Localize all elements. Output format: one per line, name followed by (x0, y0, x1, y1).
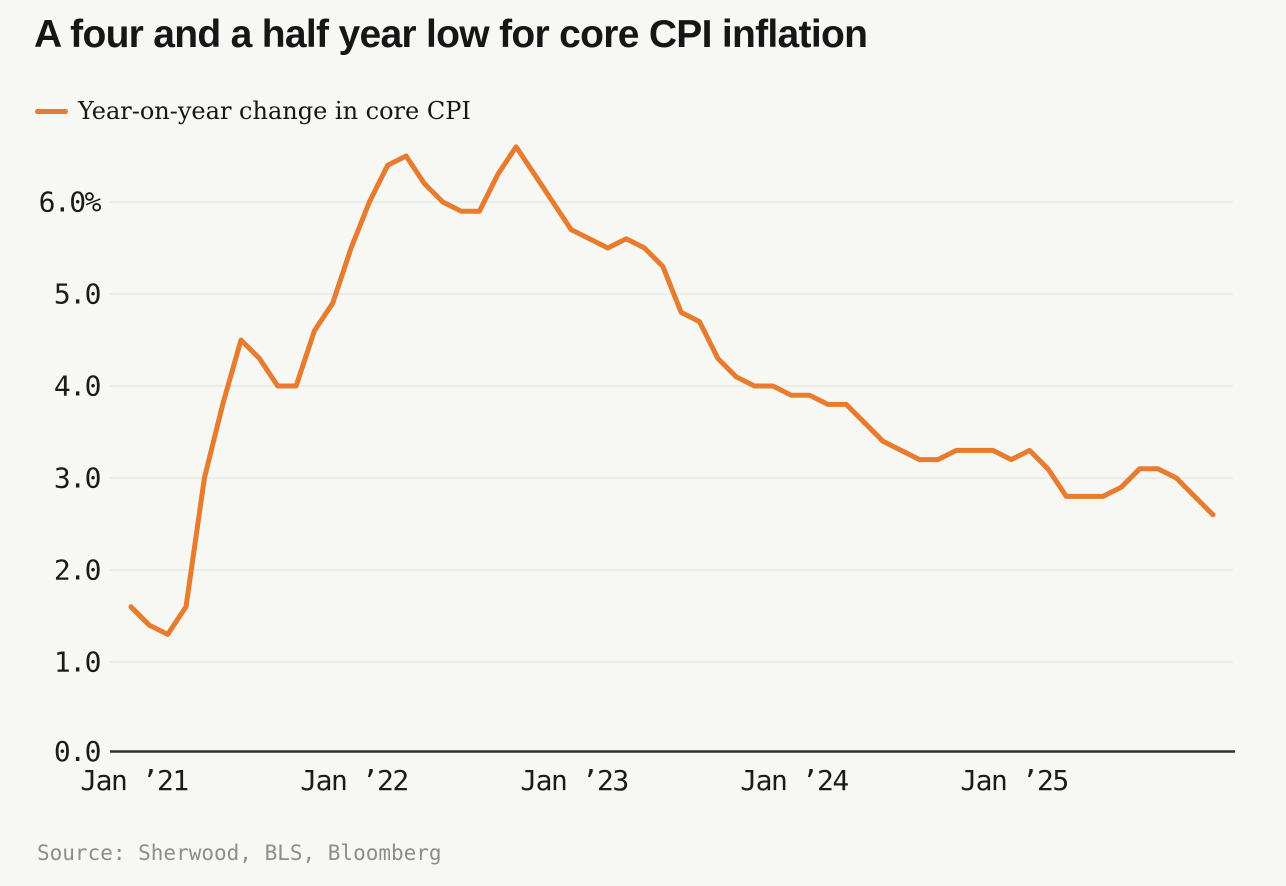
cpi-line (128, 144, 1216, 637)
source-credit: Source: Sherwood, BLS, Bloomberg (37, 841, 442, 865)
y-axis-label: 3.0 (54, 462, 101, 495)
chart-title: A four and a half year low for core CPI … (34, 13, 868, 56)
legend-swatch-line (35, 108, 68, 114)
x-axis-label: Jan ’22 (300, 764, 408, 797)
x-axis-label: Jan ’21 (80, 764, 188, 797)
x-axis-label: Jan ’24 (740, 764, 848, 797)
y-axis-label: 0.0 (54, 735, 101, 768)
y-axis-label: 2.0 (54, 554, 101, 587)
legend-label: Year-on-year change in core CPI (78, 97, 471, 125)
legend: Year-on-year change in core CPI (35, 94, 471, 128)
y-axis-label: 6.0% (39, 186, 102, 219)
y-axis-label: 4.0 (54, 370, 101, 403)
y-axis-label: 5.0 (54, 278, 101, 311)
y-axis-label: 1.0 (54, 646, 101, 679)
x-axis-label: Jan ’23 (520, 764, 628, 797)
x-axis-label: Jan ’25 (960, 764, 1068, 797)
